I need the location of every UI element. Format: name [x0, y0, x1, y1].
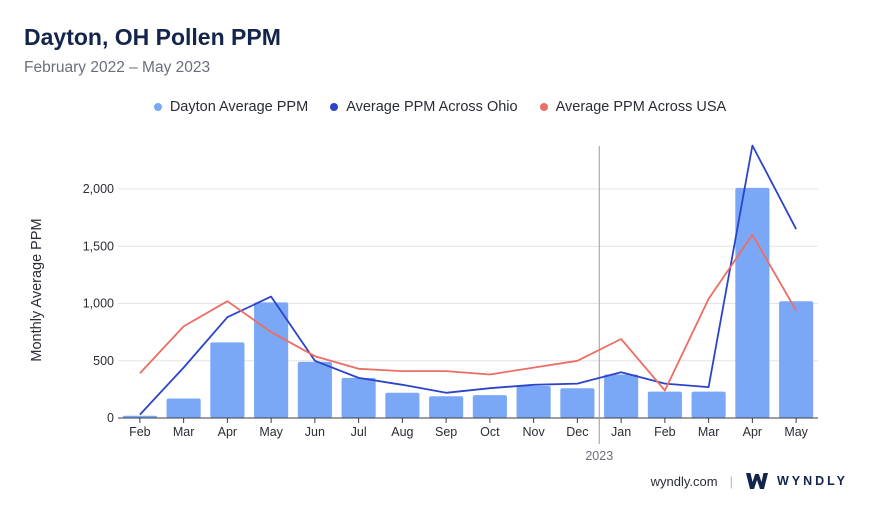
bar-dayton — [385, 392, 420, 418]
chart-subtitle: February 2022 – May 2023 — [24, 59, 211, 76]
legend-label-usa: Average PPM Across USA — [555, 99, 727, 115]
bar-dayton — [341, 377, 376, 418]
legend-dot-ohio — [330, 103, 339, 111]
x-tick-label: Apr — [743, 425, 762, 439]
bar-dayton — [166, 398, 201, 418]
legend-item-ohio: Average PPM Across Ohio — [330, 99, 518, 115]
x-tick-label: Nov — [523, 425, 546, 439]
y-tick-label: 0 — [107, 411, 114, 425]
x-tick-label: Dec — [566, 425, 588, 439]
y-tick-label: 500 — [93, 354, 114, 368]
bar-dayton — [429, 396, 464, 418]
bar-dayton — [779, 301, 814, 418]
chart-title: Dayton, OH Pollen PPM — [24, 24, 281, 50]
legend-label-dayton: Dayton Average PPM — [169, 99, 309, 115]
year-label: 2023 — [585, 449, 613, 463]
bar-dayton — [516, 385, 551, 418]
bar-dayton — [735, 187, 770, 418]
x-tick-label: Feb — [129, 425, 151, 439]
y-axis-label: Monthly Average PPM — [29, 218, 45, 361]
bar-dayton — [210, 342, 245, 418]
x-tick-label: Jan — [611, 425, 631, 439]
bar-dayton — [691, 391, 726, 418]
line-ohio — [139, 144, 797, 416]
legend-dot-dayton — [153, 103, 162, 111]
brand-name: WYNDLY — [776, 474, 848, 488]
footer: wyndly.com | WYNDLY — [651, 472, 848, 490]
footer-site-link[interactable]: wyndly.com — [650, 473, 718, 489]
x-tick-label: Mar — [173, 425, 195, 439]
brand-logo[interactable]: WYNDLY — [745, 472, 848, 490]
x-tick-label: Aug — [391, 425, 413, 439]
bar-dayton — [560, 388, 595, 418]
legend-label-ohio: Average PPM Across Ohio — [346, 99, 518, 115]
x-tick-label: Mar — [698, 425, 720, 439]
bar-dayton — [604, 374, 639, 418]
x-tick-label: Jul — [351, 425, 367, 439]
y-tick-label: 2,000 — [83, 182, 114, 196]
legend-item-dayton: Dayton Average PPM — [153, 99, 309, 115]
bar-dayton — [297, 361, 332, 418]
bar-dayton — [122, 415, 157, 418]
w-logo-icon — [745, 473, 768, 489]
bar-dayton — [472, 395, 507, 418]
legend-dot-usa — [539, 103, 548, 111]
x-tick-label: May — [259, 425, 283, 439]
legend-item-usa: Average PPM Across USA — [539, 99, 727, 115]
y-tick-label: 1,500 — [83, 239, 114, 253]
bar-dayton — [647, 391, 682, 418]
x-tick-label: Apr — [218, 425, 237, 439]
x-tick-label: Sep — [435, 425, 457, 439]
x-tick-label: Feb — [654, 425, 676, 439]
legend: Dayton Average PPM Average PPM Across Oh… — [0, 99, 880, 115]
y-tick-label: 1,000 — [83, 297, 114, 311]
x-tick-label: Jun — [305, 425, 325, 439]
footer-separator: | — [729, 473, 733, 489]
x-tick-label: Oct — [480, 425, 500, 439]
bar-dayton — [254, 302, 289, 418]
line-usa — [139, 233, 797, 392]
x-tick-label: May — [784, 425, 808, 439]
